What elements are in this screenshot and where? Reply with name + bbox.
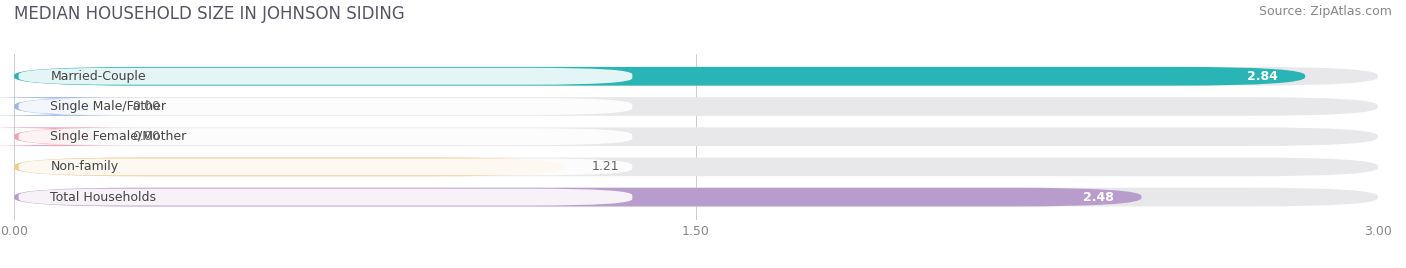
Text: MEDIAN HOUSEHOLD SIZE IN JOHNSON SIDING: MEDIAN HOUSEHOLD SIZE IN JOHNSON SIDING [14, 5, 405, 23]
Text: 2.48: 2.48 [1084, 191, 1114, 204]
FancyBboxPatch shape [14, 158, 564, 176]
FancyBboxPatch shape [0, 97, 142, 116]
FancyBboxPatch shape [14, 188, 1142, 206]
FancyBboxPatch shape [18, 98, 633, 115]
FancyBboxPatch shape [0, 127, 142, 146]
Text: Total Households: Total Households [51, 191, 156, 204]
FancyBboxPatch shape [18, 128, 633, 145]
Text: Single Female/Mother: Single Female/Mother [51, 130, 187, 143]
FancyBboxPatch shape [14, 158, 1378, 176]
Text: 2.84: 2.84 [1247, 70, 1278, 83]
Text: 0.00: 0.00 [132, 130, 160, 143]
FancyBboxPatch shape [18, 189, 633, 206]
Text: Source: ZipAtlas.com: Source: ZipAtlas.com [1258, 5, 1392, 18]
FancyBboxPatch shape [14, 97, 1378, 116]
Text: Non-family: Non-family [51, 160, 118, 173]
FancyBboxPatch shape [14, 67, 1305, 85]
FancyBboxPatch shape [14, 67, 1378, 85]
FancyBboxPatch shape [18, 158, 633, 175]
Text: 0.00: 0.00 [132, 100, 160, 113]
Text: Single Male/Father: Single Male/Father [51, 100, 166, 113]
FancyBboxPatch shape [14, 127, 1378, 146]
Text: Married-Couple: Married-Couple [51, 70, 146, 83]
FancyBboxPatch shape [18, 68, 633, 85]
FancyBboxPatch shape [14, 188, 1378, 206]
Text: 1.21: 1.21 [592, 160, 619, 173]
